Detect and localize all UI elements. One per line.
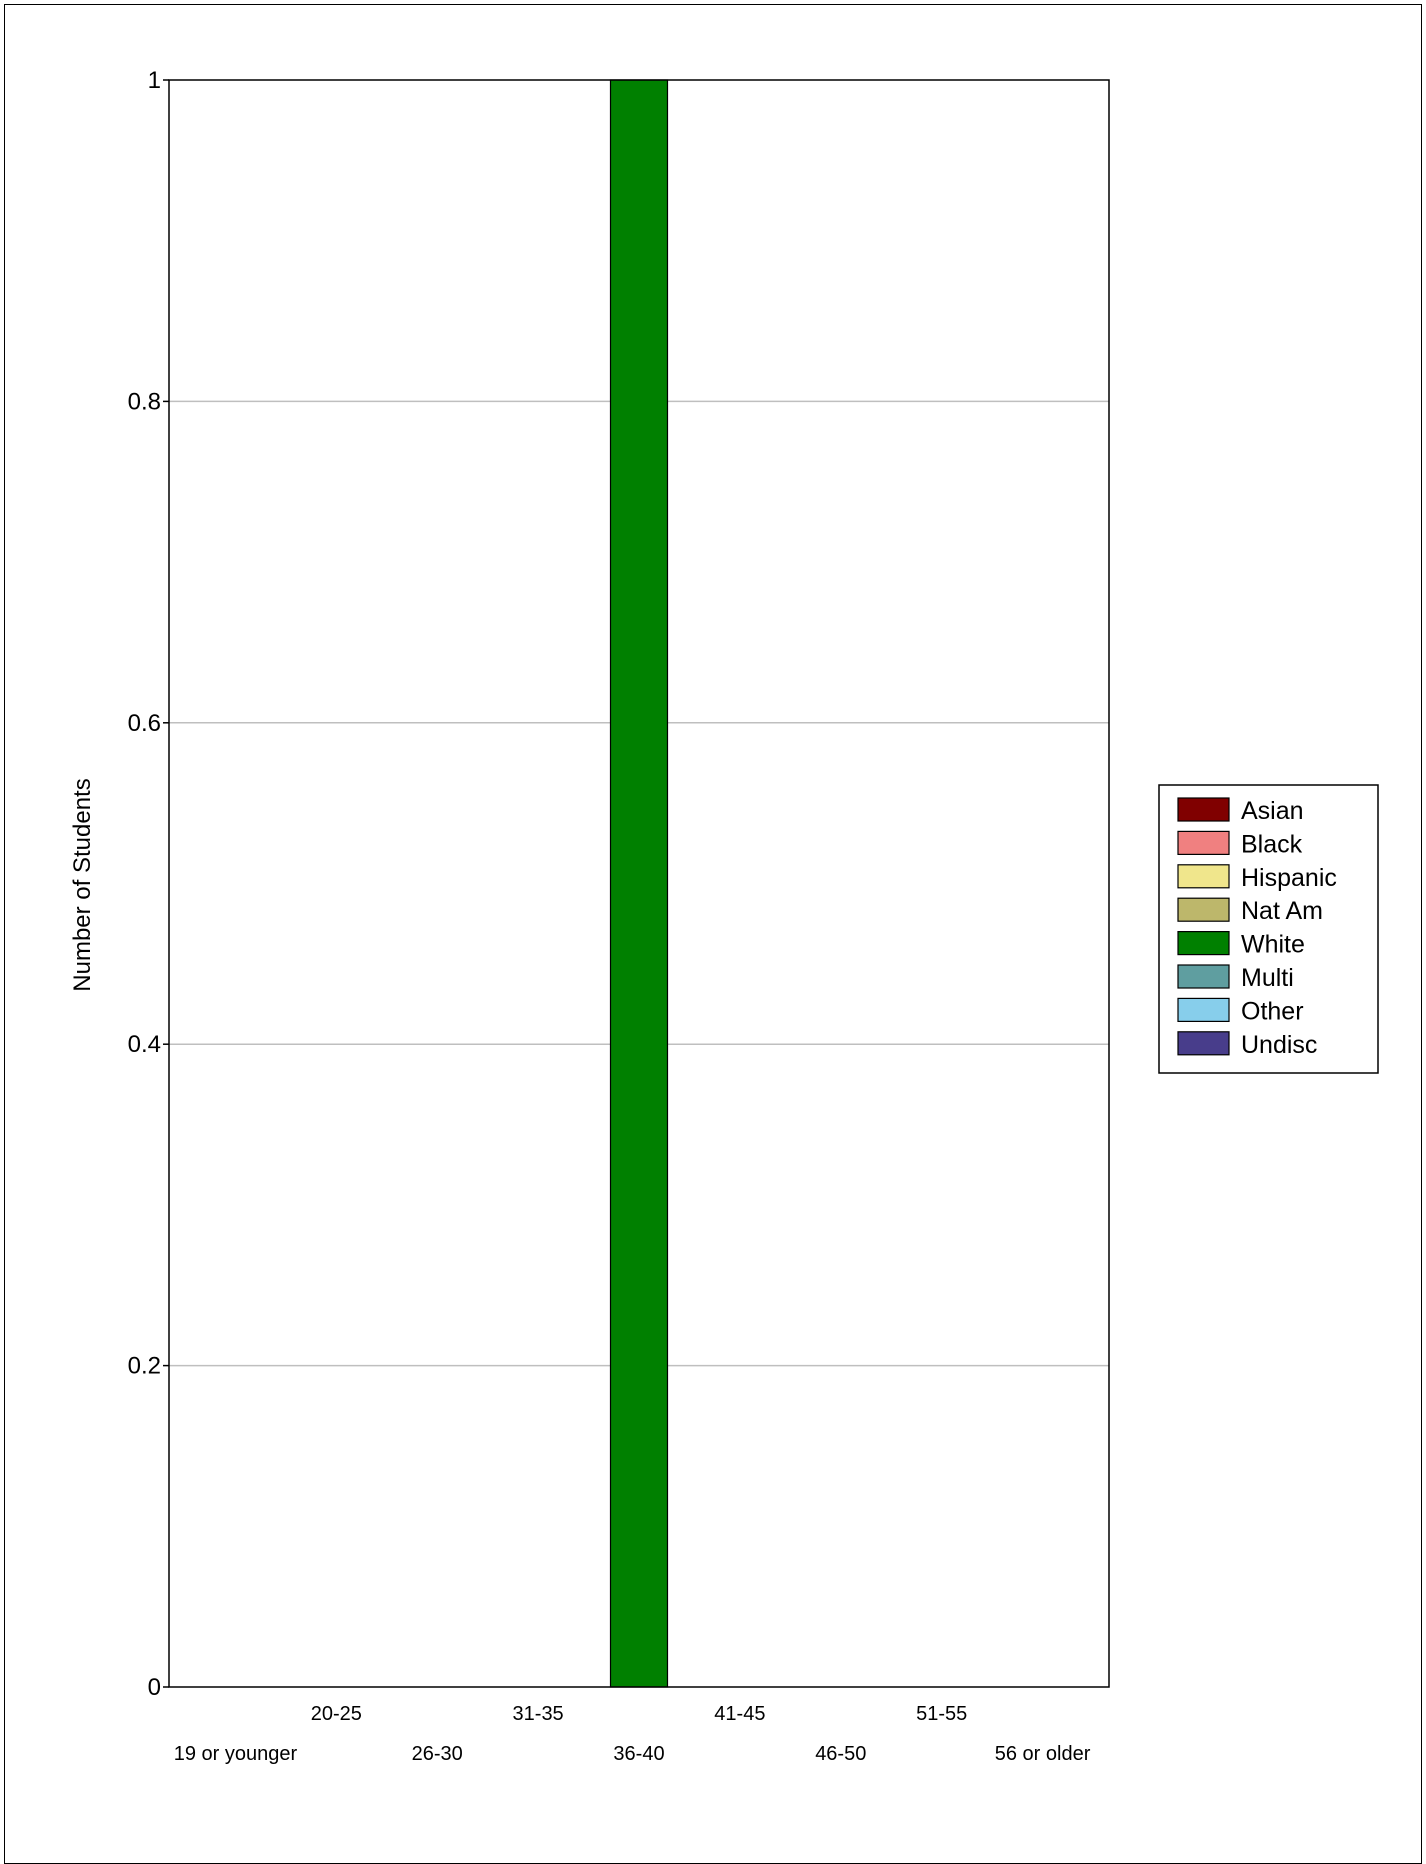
plot-area bbox=[168, 79, 1110, 1688]
legend: Asian Black Hispanic Nat Am White Multi Other U… bbox=[1158, 784, 1379, 1074]
legend-swatch bbox=[1177, 1031, 1230, 1056]
legend-label: Asian bbox=[1241, 797, 1304, 825]
legend-swatch bbox=[1177, 964, 1230, 989]
legend-swatch bbox=[1177, 897, 1230, 922]
legend-box bbox=[1158, 784, 1379, 1074]
legend-label: Hispanic bbox=[1241, 864, 1337, 892]
x-tick-label: 19 or younger bbox=[174, 1743, 298, 1765]
legend-swatch bbox=[1177, 830, 1230, 856]
y-tick-label: 0 bbox=[148, 1674, 161, 1701]
x-tick-label: 41-45 bbox=[714, 1703, 765, 1725]
legend-swatch bbox=[1177, 930, 1230, 956]
legend-swatch bbox=[1177, 797, 1230, 822]
legend-label: Multi bbox=[1241, 964, 1294, 992]
legend-label: Other bbox=[1241, 997, 1304, 1025]
x-tick-label: 51-55 bbox=[916, 1703, 967, 1725]
x-tick-label: 26-30 bbox=[412, 1743, 463, 1765]
legend-swatch bbox=[1177, 997, 1230, 1023]
y-axis-label: Number of Students bbox=[69, 778, 96, 991]
legend-swatch bbox=[1177, 864, 1230, 889]
x-tick-label: 46-50 bbox=[815, 1743, 866, 1765]
bar-white bbox=[609, 79, 669, 1688]
x-axis-ticks: 19 or younger 20-25 26-30 31-35 36-40 41-45 46… bbox=[174, 1703, 1091, 1765]
y-axis-ticks: 0 0.2 0.4 0.6 0.8 1 bbox=[128, 67, 169, 1701]
x-tick-label: 20-25 bbox=[311, 1703, 362, 1725]
y-tick-label: 0.6 bbox=[128, 710, 161, 737]
x-tick-label: 31-35 bbox=[513, 1703, 564, 1725]
legend-label: White bbox=[1241, 931, 1305, 959]
y-tick-label: 0.2 bbox=[128, 1353, 161, 1380]
y-tick-label: 0.4 bbox=[128, 1031, 161, 1058]
y-tick-label: 0.8 bbox=[128, 388, 161, 415]
x-tick-label: 56 or older bbox=[995, 1743, 1091, 1765]
bars bbox=[609, 79, 669, 1688]
y-tick-label: 1 bbox=[148, 67, 161, 94]
legend-label: Black bbox=[1241, 830, 1303, 858]
legend-label: Undisc bbox=[1241, 1031, 1317, 1059]
x-tick-label: 36-40 bbox=[613, 1743, 664, 1765]
legend-label: Nat Am bbox=[1241, 897, 1323, 925]
